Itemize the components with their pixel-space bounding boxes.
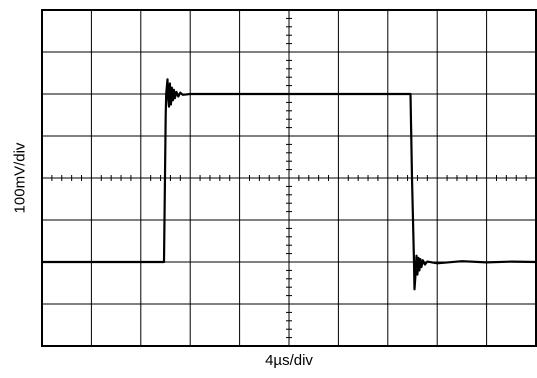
trace-layer — [40, 78, 537, 291]
graticule — [41, 9, 537, 347]
x-axis-label: 4µs/div — [265, 352, 313, 369]
plot-frame — [41, 9, 537, 347]
y-axis-label: 100mV/div — [11, 142, 29, 214]
signal-trace — [40, 78, 537, 291]
graticule-minor-ticks — [51, 17, 527, 339]
